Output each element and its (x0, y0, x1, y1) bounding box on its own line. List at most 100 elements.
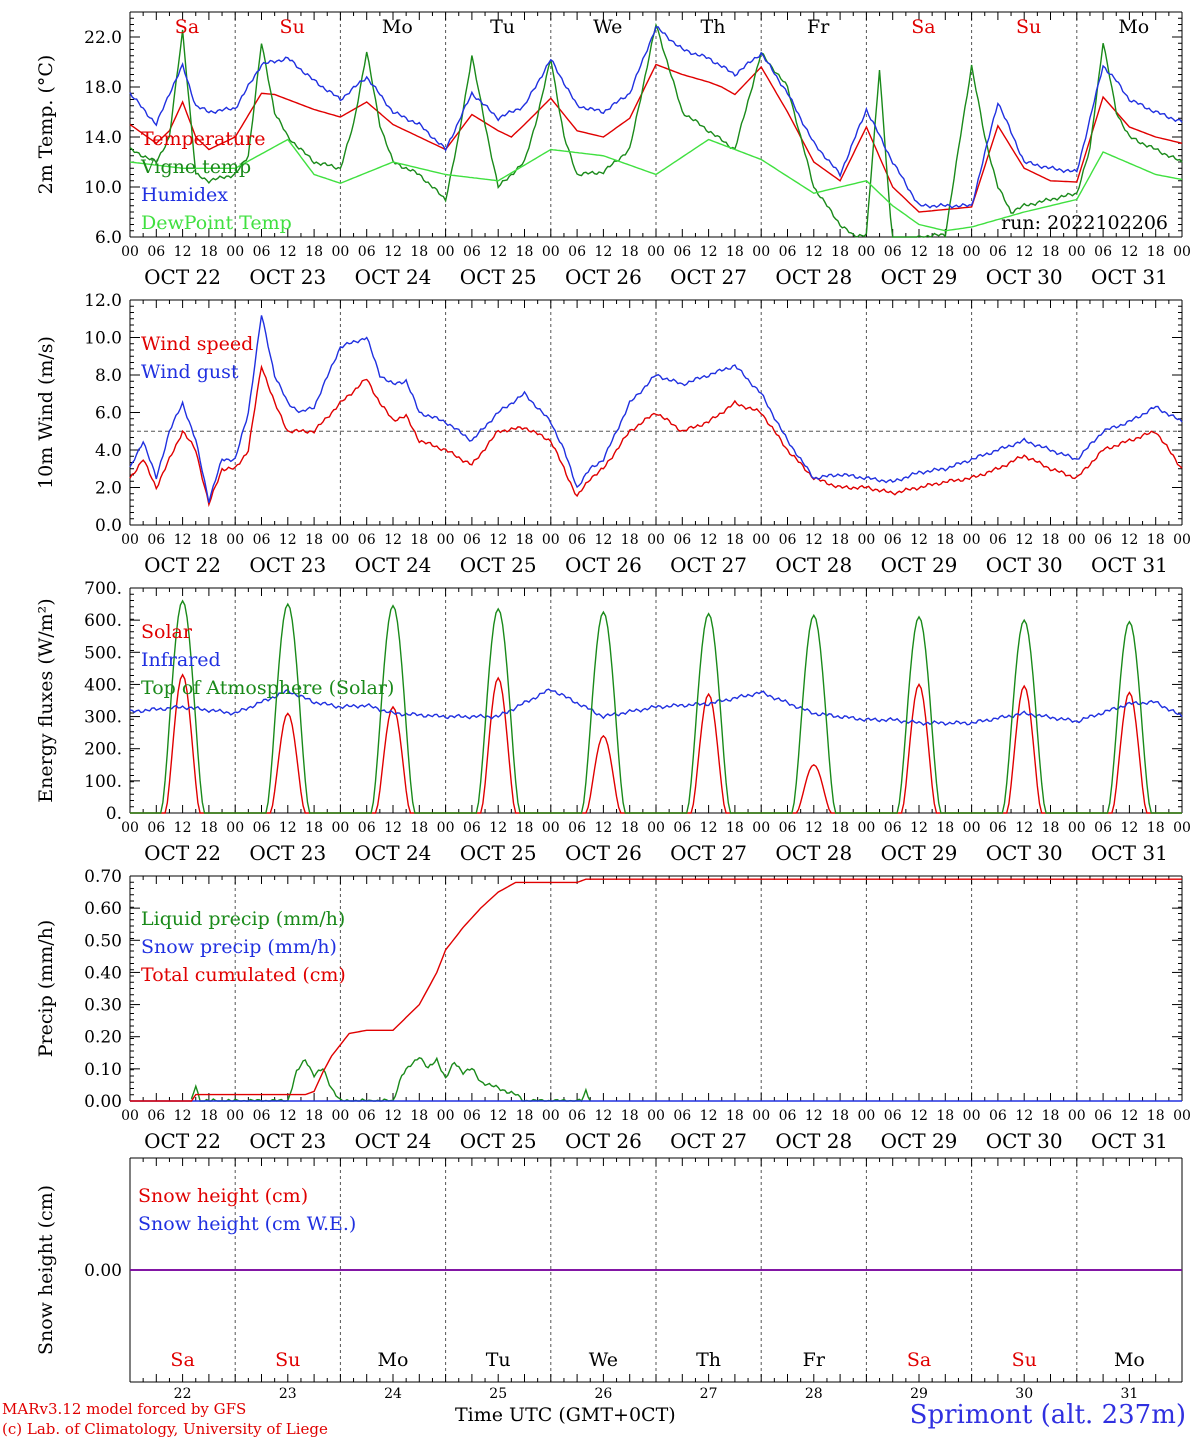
day-date-label: OCT 25 (460, 265, 537, 289)
hour-tick-label: 06 (779, 820, 797, 836)
hour-tick-label: 12 (1015, 244, 1033, 260)
day-date-label: OCT 23 (249, 553, 326, 577)
y-tick-label: 12.0 (84, 291, 122, 311)
hour-tick-label: 00 (437, 1108, 455, 1124)
hour-tick-label: 18 (936, 820, 954, 836)
panel-4 (129, 875, 1183, 1103)
hour-tick-label: 00 (1173, 820, 1191, 836)
y-axis-label: Energy fluxes (W/m²) (35, 598, 57, 802)
hour-tick-label: 12 (489, 820, 507, 836)
hour-tick-label: 12 (700, 532, 718, 548)
legend-entry: Temperature (141, 128, 265, 150)
y-tick-label: 10.0 (84, 329, 122, 349)
legend-entry: Snow height (cm) (138, 1185, 308, 1207)
credit-lab: (c) Lab. of Climatology, University of L… (2, 1420, 328, 1438)
y-tick-label: 10.0 (84, 178, 122, 198)
hour-tick-label: 06 (358, 820, 376, 836)
hour-tick-label: 18 (936, 532, 954, 548)
y-tick-label: 4.0 (95, 441, 122, 461)
hour-tick-label: 00 (963, 244, 981, 260)
hour-tick-label: 00 (542, 820, 560, 836)
hour-tick-label: 06 (673, 532, 691, 548)
day-date-label: OCT 27 (670, 1129, 747, 1153)
day-date-label: OCT 22 (144, 265, 221, 289)
hour-tick-label: 12 (910, 532, 928, 548)
hour-tick-label: 12 (805, 1108, 823, 1124)
hour-tick-label: 06 (463, 1108, 481, 1124)
day-date-label: OCT 24 (355, 265, 432, 289)
hour-tick-label: 12 (594, 820, 612, 836)
hour-tick-label: 12 (489, 244, 507, 260)
series-line (130, 599, 1182, 814)
hour-tick-label: 18 (200, 1108, 218, 1124)
hour-tick-label: 18 (1147, 244, 1165, 260)
hour-tick-label: 12 (594, 1108, 612, 1124)
hour-tick-label: 00 (1173, 532, 1191, 548)
hour-tick-label: 00 (857, 532, 875, 548)
y-tick-label: 0.50 (84, 931, 122, 951)
hour-tick-label: 12 (594, 532, 612, 548)
hour-tick-label: 00 (121, 244, 139, 260)
y-tick-label: 0. (106, 804, 122, 824)
hour-tick-label: 00 (226, 1108, 244, 1124)
hour-tick-label: 12 (174, 244, 192, 260)
day-number-label: 27 (700, 1386, 718, 1402)
day-date-label: OCT 31 (1091, 1129, 1168, 1153)
day-date-label: OCT 31 (1091, 841, 1168, 865)
y-tick-label: 200. (84, 740, 122, 760)
day-abbr-top: Sa (911, 16, 935, 38)
hour-tick-label: 18 (726, 1108, 744, 1124)
hour-tick-label: 18 (1147, 1108, 1165, 1124)
hour-tick-label: 18 (516, 820, 534, 836)
hour-tick-label: 00 (857, 820, 875, 836)
hour-tick-label: 12 (1120, 244, 1138, 260)
y-tick-label: 14.0 (84, 128, 122, 148)
day-date-label: OCT 25 (460, 553, 537, 577)
day-number-label: 24 (384, 1386, 402, 1402)
hour-tick-label: 06 (147, 1108, 165, 1124)
y-tick-label: 0.20 (84, 1028, 122, 1048)
hour-tick-label: 06 (779, 1108, 797, 1124)
series-line (129, 138, 1183, 232)
hour-tick-label: 00 (1068, 820, 1086, 836)
hour-tick-label: 18 (621, 820, 639, 836)
hour-tick-label: 06 (884, 820, 902, 836)
hour-tick-label: 12 (700, 820, 718, 836)
legend-entry: DewPoint Temp (141, 212, 292, 234)
legend-entry: Wind speed (141, 333, 253, 355)
legend-entry: Total cumulated (cm) (141, 964, 346, 986)
day-date-label: OCT 29 (881, 1129, 958, 1153)
day-date-label: OCT 30 (986, 841, 1063, 865)
series-line (130, 878, 1182, 1102)
day-date-label: OCT 28 (775, 553, 852, 577)
day-abbr-top: Sa (175, 16, 199, 38)
hour-tick-label: 18 (200, 820, 218, 836)
hour-tick-label: 06 (568, 244, 586, 260)
hour-tick-label: 06 (568, 820, 586, 836)
hour-tick-label: 00 (1173, 1108, 1191, 1124)
hour-tick-label: 06 (253, 244, 271, 260)
hour-tick-label: 18 (726, 532, 744, 548)
hour-tick-label: 00 (647, 532, 665, 548)
hour-tick-label: 12 (279, 244, 297, 260)
hour-tick-label: 12 (1015, 1108, 1033, 1124)
day-date-label: OCT 22 (144, 1129, 221, 1153)
hour-tick-label: 00 (542, 1108, 560, 1124)
day-date-label: OCT 30 (986, 1129, 1063, 1153)
hour-tick-label: 12 (279, 1108, 297, 1124)
y-axis-label: Precip (mm/h) (35, 920, 57, 1058)
day-date-label: OCT 27 (670, 553, 747, 577)
hour-tick-label: 00 (963, 532, 981, 548)
hour-tick-label: 06 (989, 532, 1007, 548)
credit-model: MARv3.12 model forced by GFS (2, 1400, 247, 1418)
y-tick-label: 18.0 (84, 78, 122, 98)
y-axis-label: 2m Temp. (°C) (35, 55, 57, 195)
legend-entry: Snow height (cm W.E.) (138, 1213, 356, 1235)
day-date-label: OCT 29 (881, 841, 958, 865)
hour-tick-label: 00 (437, 820, 455, 836)
hour-tick-label: 00 (226, 532, 244, 548)
hour-tick-label: 12 (1015, 532, 1033, 548)
hour-tick-label: 18 (410, 244, 428, 260)
hour-tick-label: 18 (200, 244, 218, 260)
day-date-label: OCT 31 (1091, 265, 1168, 289)
